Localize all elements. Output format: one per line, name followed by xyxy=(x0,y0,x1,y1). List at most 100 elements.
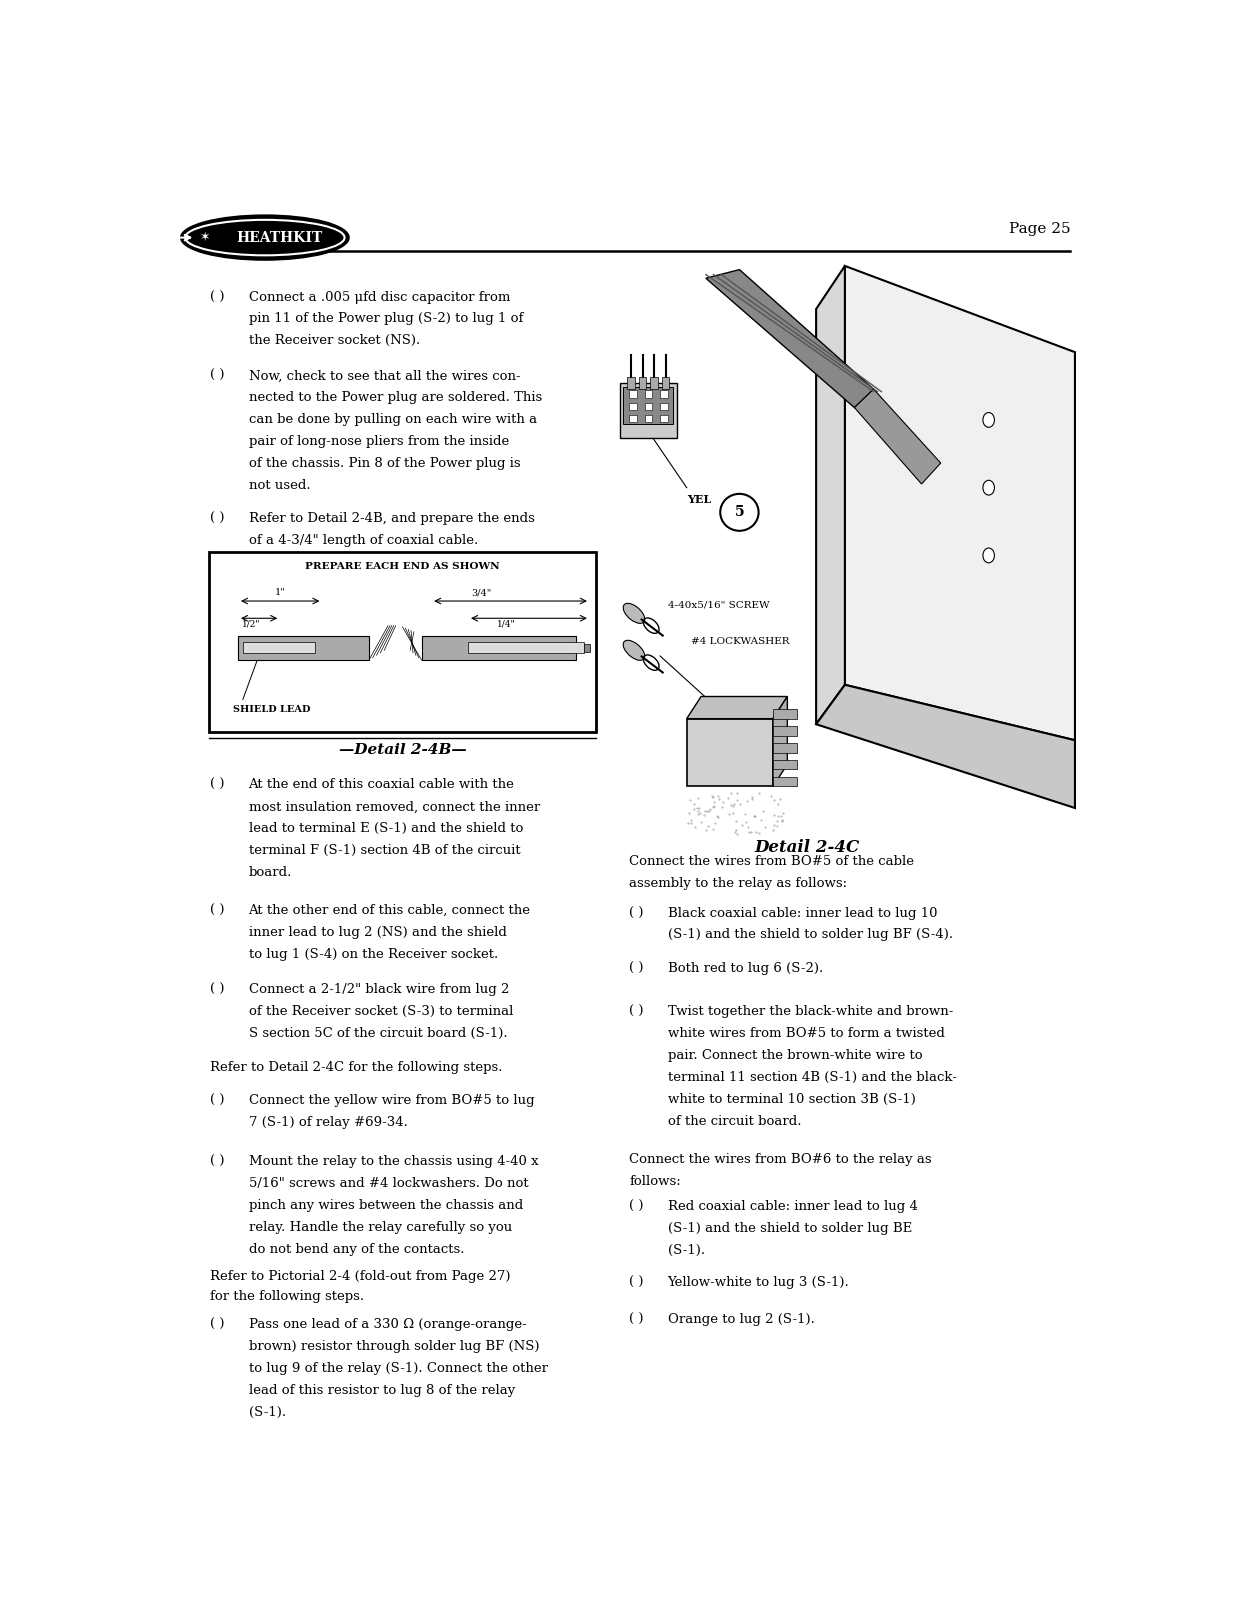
Bar xyxy=(659,414,668,422)
Text: 5: 5 xyxy=(735,506,745,520)
Text: Refer to Detail 2-4B, and prepare the ends: Refer to Detail 2-4B, and prepare the en… xyxy=(249,512,534,525)
Ellipse shape xyxy=(623,603,644,624)
Text: white to terminal 10 section 3B (S-1): white to terminal 10 section 3B (S-1) xyxy=(668,1093,915,1106)
Bar xyxy=(242,642,314,653)
Text: not used.: not used. xyxy=(249,478,310,493)
Polygon shape xyxy=(845,266,1075,741)
Bar xyxy=(662,378,669,389)
Text: of the Receiver socket (S-3) to terminal: of the Receiver socket (S-3) to terminal xyxy=(249,1005,513,1018)
Bar xyxy=(468,642,584,653)
Text: PREPARE EACH END AS SHOWN: PREPARE EACH END AS SHOWN xyxy=(306,562,500,571)
Text: YEL: YEL xyxy=(687,494,711,506)
Text: SHIELD LEAD: SHIELD LEAD xyxy=(234,704,310,714)
Text: brown) resistor through solder lug BF (NS): brown) resistor through solder lug BF (N… xyxy=(249,1339,539,1354)
Bar xyxy=(584,643,590,653)
Text: lead of this resistor to lug 8 of the relay: lead of this resistor to lug 8 of the re… xyxy=(249,1384,515,1397)
Text: terminal F (S-1) section 4B of the circuit: terminal F (S-1) section 4B of the circu… xyxy=(249,845,521,858)
Text: the Receiver socket (NS).: the Receiver socket (NS). xyxy=(249,334,419,347)
Bar xyxy=(773,776,797,787)
Bar xyxy=(651,378,658,389)
Text: of a 4-3/4" length of coaxial cable.: of a 4-3/4" length of coaxial cable. xyxy=(249,534,477,547)
Text: ( ): ( ) xyxy=(630,1200,643,1213)
Text: Connect a .005 μfd disc capacitor from: Connect a .005 μfd disc capacitor from xyxy=(249,291,510,304)
Bar xyxy=(238,635,369,661)
Text: 3/4": 3/4" xyxy=(471,589,491,597)
Text: 7 (S-1) of relay #69-34.: 7 (S-1) of relay #69-34. xyxy=(249,1115,407,1128)
Bar xyxy=(644,403,652,410)
Ellipse shape xyxy=(983,480,995,494)
Text: Refer to Detail 2-4C for the following steps.: Refer to Detail 2-4C for the following s… xyxy=(210,1061,502,1074)
Text: ( ): ( ) xyxy=(630,1005,643,1018)
Ellipse shape xyxy=(186,219,345,256)
Text: ( ): ( ) xyxy=(210,779,225,792)
Text: pair of long-nose pliers from the inside: pair of long-nose pliers from the inside xyxy=(249,435,508,448)
Text: Page 25: Page 25 xyxy=(1008,222,1070,235)
Text: Black coaxial cable: inner lead to lug 10: Black coaxial cable: inner lead to lug 1… xyxy=(668,907,936,920)
Text: ✶: ✶ xyxy=(200,230,210,245)
Bar xyxy=(773,709,797,718)
Polygon shape xyxy=(687,696,787,718)
Bar xyxy=(687,718,773,787)
Text: Yellow-white to lug 3 (S-1).: Yellow-white to lug 3 (S-1). xyxy=(668,1277,850,1290)
Text: ( ): ( ) xyxy=(210,512,225,525)
Text: ( ): ( ) xyxy=(210,904,225,917)
Text: S section 5C of the circuit board (S-1).: S section 5C of the circuit board (S-1). xyxy=(249,1027,507,1040)
Text: of the circuit board.: of the circuit board. xyxy=(668,1115,802,1128)
Text: Connect a 2-1/2" black wire from lug 2: Connect a 2-1/2" black wire from lug 2 xyxy=(249,982,508,995)
Text: 4-40x5/16" SCREW: 4-40x5/16" SCREW xyxy=(668,600,769,610)
Bar xyxy=(773,726,797,736)
Text: nected to the Power plug are soldered. This: nected to the Power plug are soldered. T… xyxy=(249,392,542,405)
Bar xyxy=(615,259,1075,824)
Text: 1/4": 1/4" xyxy=(497,619,516,629)
Bar xyxy=(623,387,673,424)
Text: Now, check to see that all the wires con-: Now, check to see that all the wires con… xyxy=(249,370,521,382)
Text: ( ): ( ) xyxy=(210,1094,225,1107)
Text: Both red to lug 6 (S-2).: Both red to lug 6 (S-2). xyxy=(668,962,823,974)
Text: #4 LOCKWASHER: #4 LOCKWASHER xyxy=(691,637,790,646)
Polygon shape xyxy=(706,270,873,408)
Text: Connect the wires from BO#5 of the cable: Connect the wires from BO#5 of the cable xyxy=(630,854,914,867)
Text: At the other end of this cable, connect the: At the other end of this cable, connect … xyxy=(249,904,531,917)
Text: can be done by pulling on each wire with a: can be done by pulling on each wire with… xyxy=(249,413,537,426)
Ellipse shape xyxy=(983,549,995,563)
Polygon shape xyxy=(816,685,1075,808)
Text: pin 11 of the Power plug (S-2) to lug 1 of: pin 11 of the Power plug (S-2) to lug 1 … xyxy=(249,312,523,325)
Text: Detail 2-4C: Detail 2-4C xyxy=(753,838,860,856)
Text: Twist together the black-white and brown-: Twist together the black-white and brown… xyxy=(668,1005,952,1018)
Text: 1/2": 1/2" xyxy=(242,619,261,629)
Bar xyxy=(630,414,637,422)
Bar xyxy=(630,403,637,410)
Bar xyxy=(659,390,668,398)
Bar xyxy=(773,760,797,770)
Text: HEATHKIT: HEATHKIT xyxy=(236,230,323,245)
Text: (S-1) and the shield to solder lug BF (S-4).: (S-1) and the shield to solder lug BF (S… xyxy=(668,928,952,941)
Text: 1": 1" xyxy=(275,589,286,597)
Bar xyxy=(773,742,797,752)
Ellipse shape xyxy=(720,494,758,531)
Bar xyxy=(422,635,576,661)
Text: Connect the wires from BO#6 to the relay as: Connect the wires from BO#6 to the relay… xyxy=(630,1154,931,1166)
Text: (S-1).: (S-1). xyxy=(249,1406,286,1419)
Text: 5/16" screws and #4 lockwashers. Do not: 5/16" screws and #4 lockwashers. Do not xyxy=(249,1178,528,1190)
Ellipse shape xyxy=(181,216,349,259)
Ellipse shape xyxy=(623,640,644,661)
Text: At the end of this coaxial cable with the: At the end of this coaxial cable with th… xyxy=(249,779,515,792)
Polygon shape xyxy=(855,389,940,483)
Bar xyxy=(630,390,637,398)
Text: white wires from BO#5 to form a twisted: white wires from BO#5 to form a twisted xyxy=(668,1027,944,1040)
Text: ( ): ( ) xyxy=(210,370,225,382)
Text: inner lead to lug 2 (NS) and the shield: inner lead to lug 2 (NS) and the shield xyxy=(249,926,506,939)
Text: (S-1).: (S-1). xyxy=(668,1243,705,1256)
Text: ( ): ( ) xyxy=(210,291,225,304)
Text: Orange to lug 2 (S-1).: Orange to lug 2 (S-1). xyxy=(668,1314,814,1326)
Text: terminal 11 section 4B (S-1) and the black-: terminal 11 section 4B (S-1) and the bla… xyxy=(668,1070,956,1083)
Bar xyxy=(620,382,677,438)
Text: ( ): ( ) xyxy=(630,1314,643,1326)
Text: (S-1) and the shield to solder lug BE: (S-1) and the shield to solder lug BE xyxy=(668,1222,912,1235)
Text: Mount the relay to the chassis using 4-40 x: Mount the relay to the chassis using 4-4… xyxy=(249,1155,538,1168)
Text: ( ): ( ) xyxy=(210,982,225,995)
Text: ( ): ( ) xyxy=(630,907,643,920)
Polygon shape xyxy=(773,696,787,787)
Text: do not bend any of the contacts.: do not bend any of the contacts. xyxy=(249,1243,464,1256)
Text: of the chassis. Pin 8 of the Power plug is: of the chassis. Pin 8 of the Power plug … xyxy=(249,458,521,470)
